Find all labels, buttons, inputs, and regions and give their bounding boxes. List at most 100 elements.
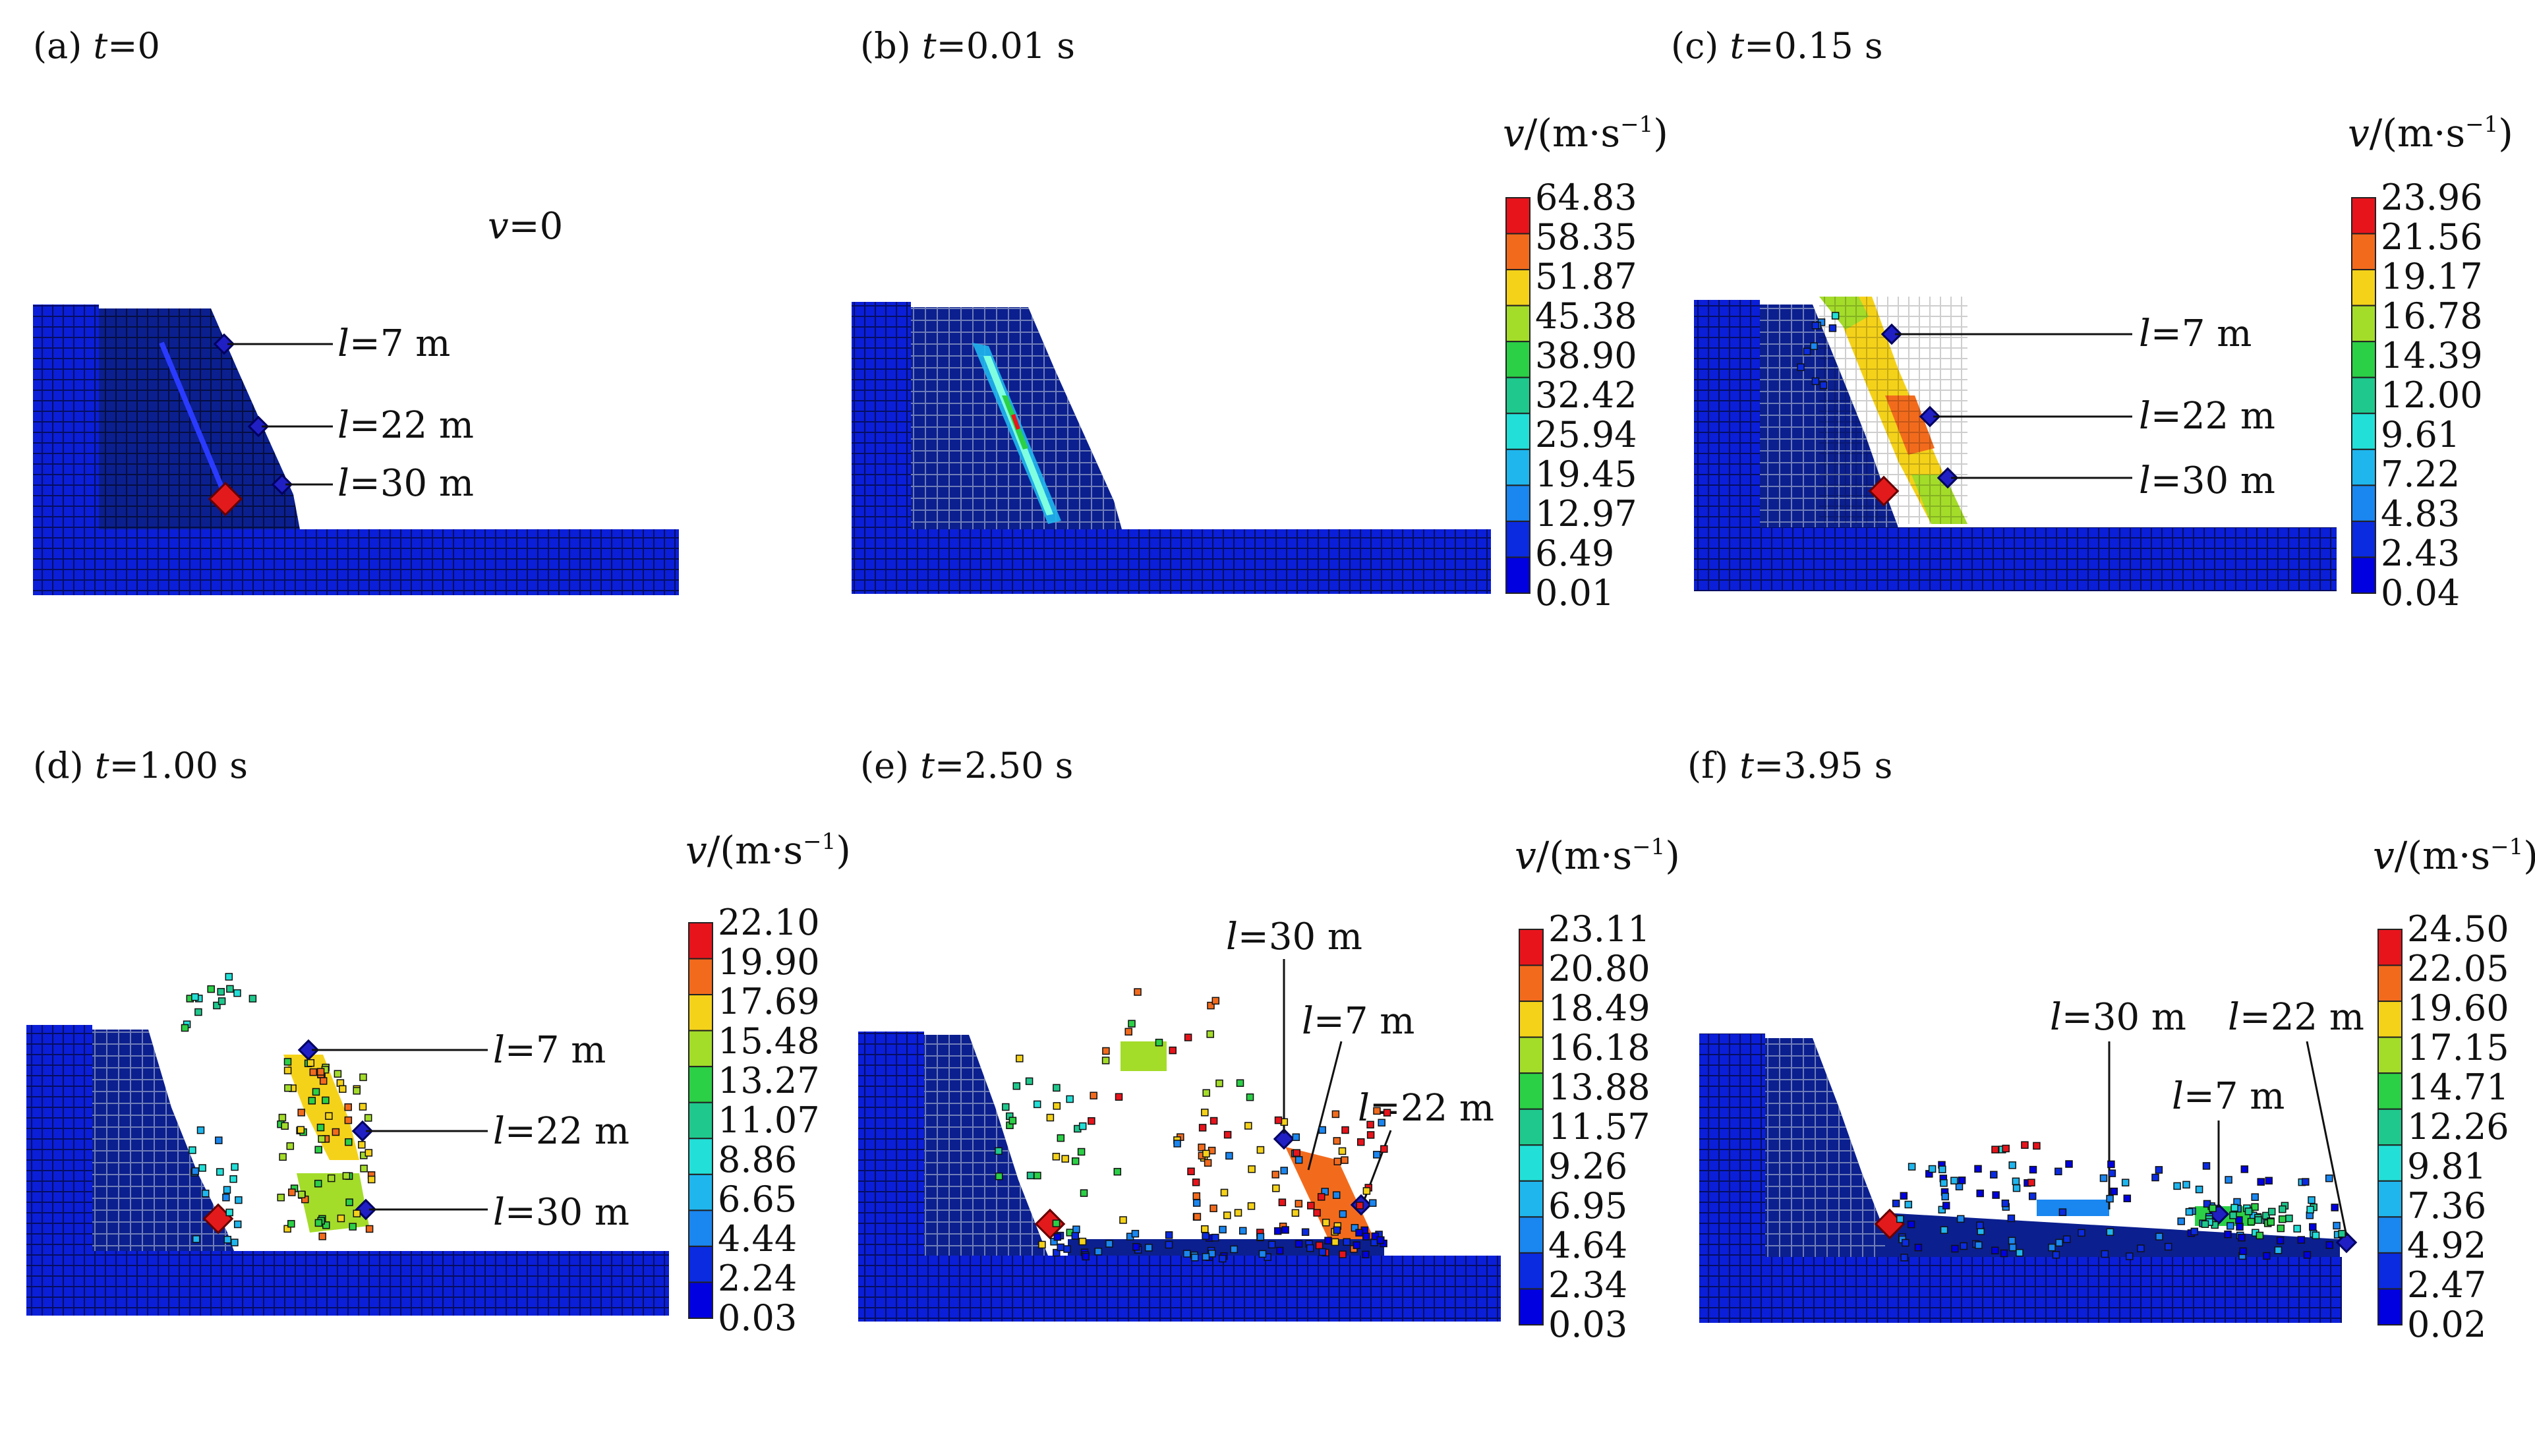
debris-particle [316, 1068, 325, 1076]
debris-particle [218, 997, 226, 1005]
debris-particle [1077, 1148, 1086, 1156]
debris-particle [1318, 1126, 1326, 1134]
debris-particle [1940, 1226, 1948, 1234]
debris-particle [1278, 1198, 1287, 1206]
panel-title: (b) t=0.01 s [860, 25, 1075, 67]
debris-particle [1904, 1200, 1913, 1209]
debris-particle [1053, 1084, 1061, 1092]
debris-particle [2012, 1184, 2021, 1192]
panel-title: (c) t=0.15 s [1671, 25, 1883, 67]
debris-particle [297, 1190, 306, 1198]
debris-particle [334, 1070, 342, 1078]
debris-particle [1119, 1216, 1127, 1224]
debris-particle [353, 1209, 361, 1217]
debris-particle [2201, 1220, 2209, 1228]
blue-marker [1273, 1128, 1295, 1150]
debris-particle [358, 1141, 366, 1149]
debris-particle [1803, 347, 1811, 356]
debris-particle [1204, 1159, 1212, 1167]
colorbar-tick-label: 25.94 [1535, 414, 1637, 455]
debris-particle [1247, 1202, 1256, 1210]
debris-particle [1976, 1189, 1984, 1198]
debris-particle [1115, 1093, 1123, 1101]
debris-particle [1362, 1250, 1370, 1259]
debris-particle [1238, 1227, 1247, 1235]
colorbar-segment [2351, 448, 2376, 486]
velocity-note: v=0 [488, 205, 563, 248]
debris-particle [353, 1087, 361, 1095]
debris-particle [318, 1233, 326, 1240]
colorbar-segment [1519, 1036, 1544, 1074]
debris-particle [1187, 1167, 1195, 1175]
colorbar-segment [2377, 1144, 2403, 1182]
debris-particle [1274, 1116, 1283, 1124]
debris-particle [2274, 1246, 2283, 1254]
debris-particle [1942, 1202, 1950, 1209]
debris-particle [2251, 1203, 2259, 1211]
colorbar-segment [1505, 269, 1530, 306]
colorbar-tick-label: 4.64 [1548, 1225, 1627, 1266]
colorbar-tick-label: 12.26 [2407, 1106, 2509, 1148]
blue-marker [1880, 323, 1903, 345]
debris-particle [2262, 1211, 2270, 1220]
debris-particle [1134, 988, 1142, 996]
colorbar-tick-label: 12.00 [2381, 374, 2483, 416]
debris-particle [1230, 1245, 1238, 1254]
colorbar-segment [2351, 556, 2376, 594]
debris-particle [1956, 1215, 1965, 1223]
debris-particle [1034, 1171, 1041, 1180]
colorbar-tick-label: 4.92 [2407, 1225, 2486, 1266]
debris-particle [995, 1147, 1003, 1155]
debris-particle [1219, 1225, 1227, 1234]
debris-particle [1102, 1047, 1110, 1055]
debris-particle [1991, 1246, 1999, 1254]
debris-particle [345, 1138, 353, 1146]
debris-particle [223, 1235, 232, 1244]
debris-particle [1256, 1233, 1265, 1241]
debris-particle [1192, 1199, 1201, 1207]
debris-particle [2247, 1217, 2256, 1226]
colorbar-segment [1505, 197, 1530, 235]
slip-line [159, 341, 230, 502]
colorbar-tick-label: 13.27 [718, 1060, 820, 1101]
marker-label-l7: l=7 m [1302, 1000, 1414, 1043]
colorbar-segment [688, 1281, 713, 1320]
marker-label-l7: l=7 m [493, 1029, 606, 1072]
colorbar-segment [2377, 1252, 2403, 1290]
debris-particle [229, 1175, 237, 1183]
debris-particle [1223, 1130, 1232, 1139]
debris-particle [2008, 1243, 2017, 1252]
colorbar-segment [1519, 929, 1544, 966]
debris-particle [1244, 1122, 1252, 1130]
debris-particle [231, 1163, 239, 1171]
debris-particle [1225, 1151, 1233, 1160]
colorbar-segment [1519, 1001, 1544, 1038]
colorbar-segment [1505, 233, 1530, 271]
debris-particle [2309, 1223, 2317, 1231]
debris-particle [191, 993, 199, 1001]
colorbar: v/(m·s−1) 22.1019.9017.6915.4813.2711.078… [685, 828, 851, 1339]
debris-particle [1938, 1206, 1946, 1214]
debris-particle [223, 1186, 231, 1194]
colorbar: v/(m·s−1) 24.5022.0519.6017.1514.7112.269… [2373, 833, 2535, 1345]
debris-particle [2256, 1231, 2264, 1240]
debris-particle [312, 1088, 320, 1096]
debris-particle [1061, 1155, 1069, 1163]
debris-particle [1201, 1109, 1209, 1117]
debris-particle [2229, 1211, 2237, 1219]
debris-particle [2054, 1167, 2062, 1176]
colorbar-segment [2377, 964, 2403, 1003]
red-marker [1868, 475, 1900, 507]
debris-particle [2227, 1222, 2234, 1230]
debris-particle [233, 989, 241, 997]
debris-particle [2012, 1177, 2020, 1186]
colorbar-tick-label: 13.88 [1548, 1066, 1650, 1108]
debris-particle [2279, 1205, 2287, 1213]
colorbar-segment [688, 1030, 713, 1068]
debris-particle [1236, 1079, 1244, 1087]
debris-particle [278, 1113, 287, 1122]
debris-particle [222, 1194, 230, 1202]
colorbar-tick-label: 2.43 [2381, 533, 2460, 574]
colorbar-segment [1505, 413, 1530, 450]
debris-particle [2276, 1237, 2285, 1244]
